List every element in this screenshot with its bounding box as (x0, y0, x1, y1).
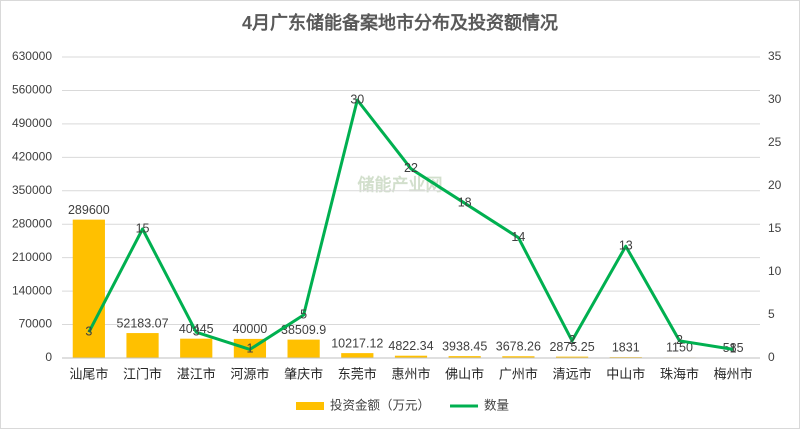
bar-value-label: 38509.9 (281, 323, 326, 337)
bar-value-label: 3678.26 (496, 340, 541, 354)
y-tick-label: 560000 (12, 83, 52, 97)
line-value-label: 30 (350, 92, 364, 106)
y-tick-label: 490000 (12, 116, 52, 130)
y-tick-label: 630000 (12, 49, 52, 63)
y-tick-label: 350000 (12, 183, 52, 197)
bar-value-label: 1831 (612, 340, 640, 354)
line-value-label: 13 (619, 238, 633, 252)
x-tick-label: 肇庆市 (284, 366, 323, 381)
y2-tick-label: 35 (768, 49, 782, 63)
x-tick-label: 江门市 (123, 366, 162, 381)
x-tick-label: 中山市 (606, 366, 645, 381)
y2-tick-label: 0 (768, 350, 775, 364)
y-tick-label: 280000 (12, 216, 52, 230)
bar (394, 355, 428, 358)
y-tick-label: 70000 (19, 317, 53, 331)
y2-tick-label: 10 (768, 264, 782, 278)
y2-tick-label: 20 (768, 178, 782, 192)
bar-value-label: 2875.25 (549, 340, 594, 354)
watermark: 储能产业网 (358, 174, 443, 194)
bar-value-label: 40445 (179, 322, 214, 336)
line-value-label: 2 (569, 333, 576, 347)
line-value-label: 2 (676, 333, 683, 347)
x-tick-label: 珠海市 (660, 366, 699, 381)
bar-value-label: 1150 (666, 341, 693, 355)
line-value-label: 3 (85, 324, 92, 338)
x-tick-label: 汕尾市 (69, 366, 108, 381)
line-value-label: 14 (511, 230, 525, 244)
x-tick-label: 湛江市 (177, 366, 216, 381)
line-value-label: 1 (730, 342, 737, 356)
x-tick-label: 广州市 (499, 366, 538, 381)
y2-tick-label: 25 (768, 135, 782, 149)
bar-value-label: 289600 (68, 203, 110, 217)
y2-tick-label: 30 (768, 92, 782, 106)
x-tick-label: 东莞市 (338, 366, 377, 381)
bar (72, 219, 105, 358)
line-value-label: 1 (246, 342, 253, 356)
chart-title: 4月广东储能备案地市分布及投资额情况 (242, 12, 558, 33)
bar (502, 356, 535, 358)
line (87, 98, 734, 351)
y2-tick-label: 15 (768, 221, 782, 235)
bar (555, 356, 589, 358)
x-tick-label: 清远市 (553, 366, 592, 381)
bar (341, 353, 374, 358)
bar-value-label: 3938.45 (442, 339, 487, 353)
legend-swatch (296, 402, 324, 410)
bar (180, 338, 213, 358)
line-value-label: 5 (300, 307, 307, 321)
x-tick-label: 惠州市 (391, 366, 430, 381)
y-tick-label: 420000 (12, 150, 52, 164)
y-tick-label: 0 (45, 350, 52, 364)
line-value-label: 15 (136, 221, 150, 235)
x-tick-label: 河源市 (230, 366, 269, 381)
bar (448, 356, 481, 358)
bar-value-label: 52183.07 (116, 316, 168, 330)
x-tick-label: 佛山市 (445, 366, 484, 381)
line-value-label: 22 (404, 161, 418, 175)
legend-label: 投资金额（万元） (330, 397, 430, 412)
bar-value-label: 40000 (233, 322, 268, 336)
legend-label: 数量 (484, 397, 509, 412)
y-tick-label: 210000 (12, 250, 52, 264)
bar (287, 339, 320, 358)
y-tick-label: 140000 (12, 283, 52, 297)
line-value-label: 3 (193, 324, 200, 338)
bar-value-label: 10217.12 (331, 336, 383, 350)
bar (126, 333, 159, 358)
line-value-label: 18 (458, 195, 472, 209)
y2-tick-label: 5 (768, 307, 775, 321)
bar-value-label: 4822.34 (388, 339, 433, 353)
x-tick-label: 梅州市 (714, 366, 753, 381)
